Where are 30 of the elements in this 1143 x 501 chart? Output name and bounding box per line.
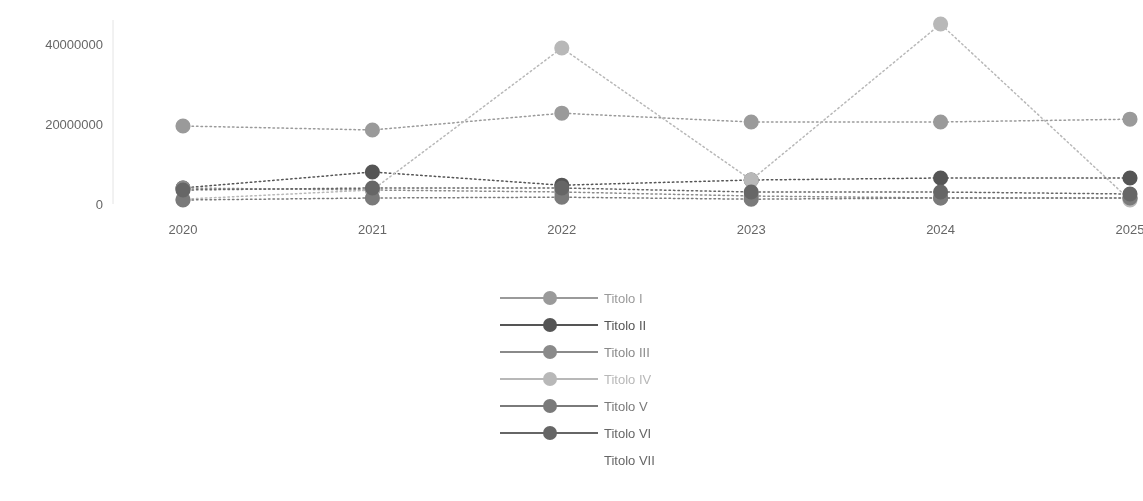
x-tick-label: 2022: [547, 222, 577, 237]
point: [364, 122, 380, 138]
point: [1122, 170, 1138, 186]
point: [554, 105, 570, 121]
text: Titolo VII: [604, 452, 655, 468]
y-tick-label: 20000000: [45, 116, 103, 132]
point: [933, 114, 949, 130]
point: [743, 114, 759, 130]
text: Titolo I: [604, 290, 643, 306]
text: Titolo IV: [604, 371, 652, 387]
point: [554, 40, 570, 56]
text: Titolo II: [604, 317, 647, 333]
x-tick-label: 2025: [1115, 222, 1143, 237]
x-tick-label: 2021: [357, 222, 387, 237]
x-tick-label: 2023: [736, 222, 766, 237]
text: Titolo V: [604, 398, 648, 414]
text: Titolo VI: [604, 425, 652, 441]
point: [1122, 186, 1138, 202]
text: Titolo III: [604, 344, 650, 360]
point: [1122, 111, 1138, 127]
x-tick-label: 2024: [926, 222, 956, 237]
x-tick-label: 2020: [168, 222, 198, 237]
point: [933, 16, 949, 32]
point: [175, 118, 191, 134]
y-tick-label: 40000000: [45, 36, 103, 52]
point: [933, 170, 949, 186]
point: [743, 184, 759, 200]
point: [933, 184, 949, 200]
point: [364, 164, 380, 180]
y-tick-label: 0: [95, 196, 103, 212]
